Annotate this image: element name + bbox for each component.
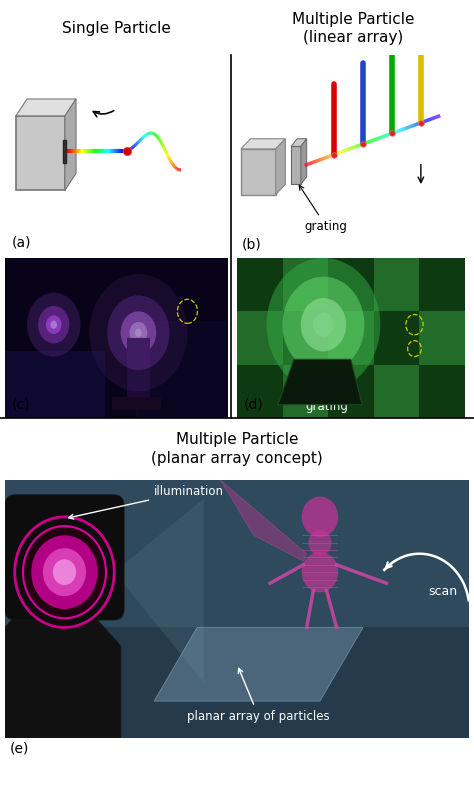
Bar: [374, 365, 419, 418]
FancyBboxPatch shape: [16, 116, 65, 191]
Bar: [419, 311, 465, 365]
Polygon shape: [114, 499, 204, 683]
Polygon shape: [154, 628, 363, 702]
Polygon shape: [241, 139, 285, 149]
Bar: [63, 139, 66, 163]
Circle shape: [266, 258, 380, 392]
Text: illumination: illumination: [69, 485, 224, 519]
Bar: [374, 258, 419, 311]
Bar: [283, 365, 328, 418]
Circle shape: [43, 548, 86, 596]
Bar: [328, 311, 374, 365]
Bar: [237, 258, 283, 311]
Circle shape: [23, 526, 106, 618]
Circle shape: [313, 313, 334, 337]
FancyBboxPatch shape: [291, 146, 301, 184]
Bar: [5, 480, 469, 628]
Text: Multiple Particle
(planar array concept): Multiple Particle (planar array concept): [151, 432, 323, 466]
Circle shape: [308, 530, 331, 556]
Bar: [5, 351, 105, 418]
Text: Multiple Particle
(linear array): Multiple Particle (linear array): [292, 11, 414, 45]
FancyBboxPatch shape: [136, 322, 230, 421]
Bar: [328, 258, 374, 311]
Circle shape: [135, 328, 142, 337]
Circle shape: [283, 277, 365, 373]
Circle shape: [31, 535, 98, 609]
Text: (c): (c): [11, 397, 30, 412]
Bar: [237, 365, 283, 418]
Circle shape: [53, 560, 76, 585]
Polygon shape: [276, 139, 285, 195]
Circle shape: [15, 517, 114, 628]
Text: Single Particle: Single Particle: [62, 21, 171, 36]
Bar: [283, 311, 328, 365]
Circle shape: [301, 551, 338, 592]
Bar: [419, 365, 465, 418]
Bar: [328, 365, 374, 418]
Text: grating: grating: [299, 185, 347, 233]
Polygon shape: [220, 480, 307, 561]
Text: grating: grating: [305, 387, 348, 413]
Bar: [127, 338, 149, 405]
Circle shape: [301, 298, 346, 351]
Polygon shape: [301, 139, 307, 184]
Circle shape: [46, 315, 62, 334]
Bar: [112, 397, 161, 410]
Circle shape: [301, 496, 338, 537]
Bar: [237, 311, 283, 365]
Circle shape: [107, 295, 170, 370]
Bar: [374, 311, 419, 365]
Polygon shape: [278, 359, 362, 405]
FancyBboxPatch shape: [241, 149, 276, 195]
Bar: [419, 258, 465, 311]
Bar: [283, 258, 328, 311]
Circle shape: [129, 322, 147, 343]
Polygon shape: [291, 139, 307, 146]
Circle shape: [27, 293, 81, 357]
Circle shape: [90, 274, 187, 392]
Polygon shape: [5, 598, 121, 738]
Text: planar array of particles: planar array of particles: [187, 668, 330, 723]
Polygon shape: [65, 99, 76, 191]
Circle shape: [38, 306, 69, 343]
Text: scan: scan: [428, 585, 457, 598]
Polygon shape: [16, 99, 76, 116]
Text: (e): (e): [9, 742, 29, 756]
Text: (a): (a): [11, 236, 31, 250]
FancyBboxPatch shape: [5, 495, 124, 620]
Text: (d): (d): [244, 397, 264, 412]
Circle shape: [120, 311, 156, 354]
Circle shape: [50, 320, 57, 328]
Text: (b): (b): [242, 238, 261, 252]
